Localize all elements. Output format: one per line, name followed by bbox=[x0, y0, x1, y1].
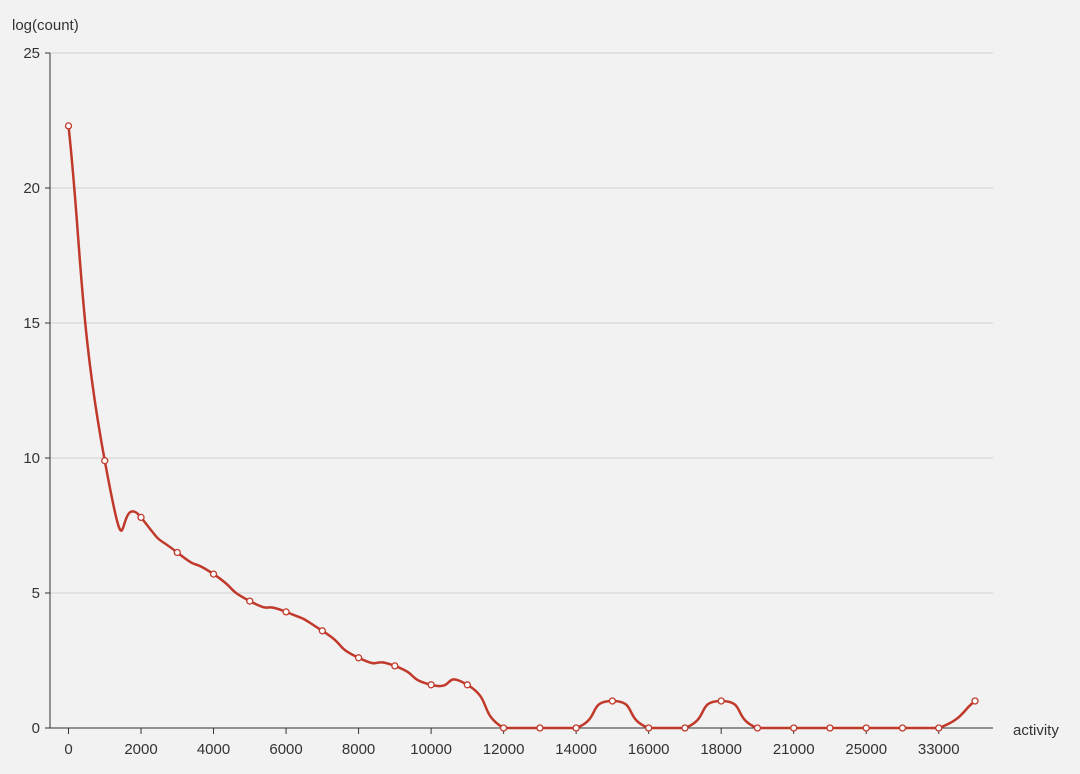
data-point bbox=[173, 548, 181, 557]
x-tick-label: 21000 bbox=[773, 741, 815, 758]
data-point bbox=[209, 570, 218, 578]
y-tick-label: 15 bbox=[23, 315, 40, 332]
x-tick-label: 25000 bbox=[845, 741, 887, 758]
x-tick-label: 12000 bbox=[483, 741, 525, 758]
y-tick-label: 0 bbox=[32, 720, 40, 737]
x-tick-label: 14000 bbox=[555, 741, 597, 758]
data-point bbox=[354, 654, 363, 662]
axes: 0 5 10 15 20 25 0 2000 4000 6000 8000 10000 12000 140… bbox=[23, 45, 993, 758]
y-axis-title: log(count) bbox=[12, 17, 79, 34]
data-point bbox=[499, 724, 508, 732]
x-tick-label: 16000 bbox=[628, 741, 670, 758]
x-tick-label: 6000 bbox=[269, 741, 302, 758]
data-point bbox=[246, 597, 254, 605]
x-tick-label: 8000 bbox=[342, 741, 375, 758]
series-line-group bbox=[67, 124, 977, 730]
y-tick-label: 25 bbox=[23, 45, 40, 62]
y-tick-label: 5 bbox=[32, 585, 40, 602]
x-tick-label: 18000 bbox=[700, 741, 742, 758]
data-point bbox=[826, 724, 834, 732]
data-point bbox=[753, 724, 762, 732]
data-point bbox=[862, 724, 870, 732]
data-point bbox=[608, 697, 617, 705]
data-point bbox=[137, 513, 145, 522]
x-tick-label: 33000 bbox=[918, 741, 960, 758]
data-point bbox=[898, 724, 907, 732]
data-point bbox=[971, 697, 979, 705]
data-point bbox=[391, 662, 399, 670]
data-point bbox=[681, 724, 689, 732]
grid-lines bbox=[50, 52, 993, 594]
x-tick-label: 10000 bbox=[410, 741, 452, 758]
x-tick-label: 0 bbox=[64, 741, 72, 758]
data-point bbox=[463, 681, 472, 689]
data-point bbox=[717, 697, 725, 705]
data-points bbox=[64, 122, 979, 732]
data-point bbox=[427, 681, 435, 689]
x-tick-label: 4000 bbox=[197, 741, 230, 758]
x-axis-title: activity bbox=[1013, 722, 1059, 739]
data-point bbox=[536, 724, 544, 732]
data-point bbox=[790, 724, 798, 732]
data-point bbox=[101, 457, 109, 465]
data-point bbox=[64, 122, 73, 130]
data-point bbox=[935, 724, 943, 732]
data-point bbox=[282, 608, 290, 616]
data-point bbox=[645, 724, 653, 732]
y-tick-label: 20 bbox=[23, 180, 40, 197]
data-point bbox=[318, 627, 326, 635]
y-tick-label: 10 bbox=[23, 450, 40, 467]
series-line bbox=[67, 124, 977, 730]
data-point bbox=[572, 724, 580, 732]
x-tick-label: 2000 bbox=[124, 741, 157, 758]
